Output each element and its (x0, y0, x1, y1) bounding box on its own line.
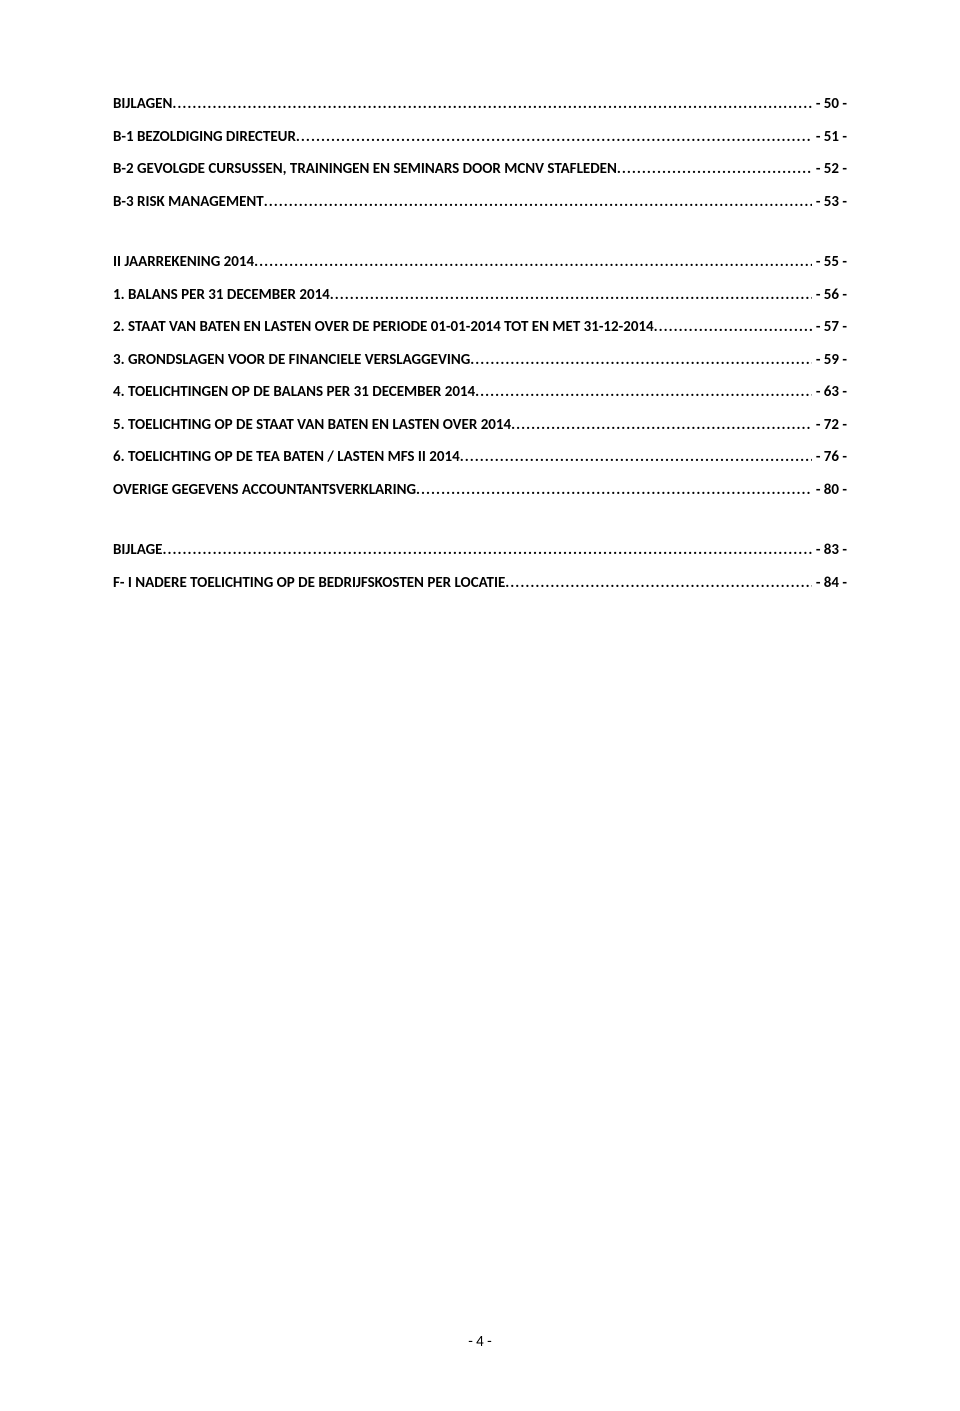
toc-entry-label: OVERIGE GEGEVENS ACCOUNTANTSVERKLARING (113, 476, 416, 505)
toc-leader-dots (172, 90, 811, 119)
toc-entry-page: - 63 - (812, 378, 847, 407)
toc-entry-page: - 80 - (812, 476, 847, 505)
toc-entry-page: - 72 - (812, 411, 847, 440)
toc-entry-page: - 56 - (812, 281, 847, 310)
toc-entry-label: BIJLAGEN (113, 90, 172, 119)
toc-entry-page: - 59 - (812, 346, 847, 375)
toc-entry: 2. STAAT VAN BATEN EN LASTEN OVER DE PER… (113, 313, 847, 342)
toc-entry-label: 5. TOELICHTING OP DE STAAT VAN BATEN EN … (113, 411, 511, 440)
toc-leader-dots (470, 346, 812, 375)
toc-entry: 3. GRONDSLAGEN VOOR DE FINANCIELE VERSLA… (113, 346, 847, 375)
toc-entry-label: 2. STAAT VAN BATEN EN LASTEN OVER DE PER… (113, 313, 654, 342)
toc-leader-dots (330, 281, 812, 310)
document-page: BIJLAGEN - 50 - B-1 BEZOLDIGING DIRECTEUR… (0, 0, 960, 1411)
toc-entry-label: II JAARREKENING 2014 (113, 248, 254, 277)
toc-entry: F- I NADERE TOELICHTING OP DE BEDRIJFSKO… (113, 569, 847, 598)
toc-entry-label: 6. TOELICHTING OP DE TEA BATEN / LASTEN … (113, 443, 460, 472)
toc-leader-dots (654, 313, 812, 342)
toc-entry-page: - 84 - (812, 569, 847, 598)
toc-entry-page: - 53 - (812, 188, 847, 217)
toc-entry: OVERIGE GEGEVENS ACCOUNTANTSVERKLARING -… (113, 476, 847, 505)
toc-entry-page: - 76 - (812, 443, 847, 472)
toc-entry-page: - 50 - (812, 90, 847, 119)
toc-entry: 4. TOELICHTINGEN OP DE BALANS PER 31 DEC… (113, 378, 847, 407)
toc-leader-dots (617, 155, 812, 184)
toc-entry: II JAARREKENING 2014 - 55 - (113, 248, 847, 277)
toc-entry-label: BIJLAGE (113, 536, 163, 565)
toc-entry: BIJLAGEN - 50 - (113, 90, 847, 119)
toc-spacer (113, 220, 847, 248)
toc-entry-label: 3. GRONDSLAGEN VOOR DE FINANCIELE VERSLA… (113, 346, 470, 375)
toc-entry: 1. BALANS PER 31 DECEMBER 2014 - 56 - (113, 281, 847, 310)
table-of-contents: BIJLAGEN - 50 - B-1 BEZOLDIGING DIRECTEUR… (113, 90, 847, 597)
toc-entry-page: - 51 - (812, 123, 847, 152)
toc-leader-dots (511, 411, 812, 440)
toc-entry-label: 4. TOELICHTINGEN OP DE BALANS PER 31 DEC… (113, 378, 475, 407)
toc-entry-page: - 55 - (812, 248, 847, 277)
toc-entry-label: 1. BALANS PER 31 DECEMBER 2014 (113, 281, 330, 310)
toc-entry: 6. TOELICHTING OP DE TEA BATEN / LASTEN … (113, 443, 847, 472)
toc-entry-page: - 57 - (812, 313, 847, 342)
toc-leader-dots (296, 123, 812, 152)
toc-entry-page: - 52 - (812, 155, 847, 184)
toc-leader-dots (163, 536, 812, 565)
toc-entry: B-3 RISK MANAGEMENT - 53 - (113, 188, 847, 217)
toc-spacer (113, 508, 847, 536)
toc-leader-dots (475, 378, 812, 407)
toc-entry-label: F- I NADERE TOELICHTING OP DE BEDRIJFSKO… (113, 569, 505, 598)
toc-entry: 5. TOELICHTING OP DE STAAT VAN BATEN EN … (113, 411, 847, 440)
toc-leader-dots (460, 443, 812, 472)
toc-leader-dots (254, 248, 812, 277)
toc-entry-page: - 83 - (812, 536, 847, 565)
toc-leader-dots (416, 476, 812, 505)
page-number: - 4 - (0, 1333, 960, 1351)
toc-entry: BIJLAGE - 83 - (113, 536, 847, 565)
toc-entry-label: B-3 RISK MANAGEMENT (113, 188, 264, 217)
toc-leader-dots (505, 569, 812, 598)
toc-entry: B-2 GEVOLGDE CURSUSSEN, TRAININGEN EN SE… (113, 155, 847, 184)
toc-entry-label: B-2 GEVOLGDE CURSUSSEN, TRAININGEN EN SE… (113, 155, 617, 184)
toc-entry-label: B-1 BEZOLDIGING DIRECTEUR (113, 123, 296, 152)
toc-leader-dots (264, 188, 812, 217)
toc-entry: B-1 BEZOLDIGING DIRECTEUR - 51 - (113, 123, 847, 152)
